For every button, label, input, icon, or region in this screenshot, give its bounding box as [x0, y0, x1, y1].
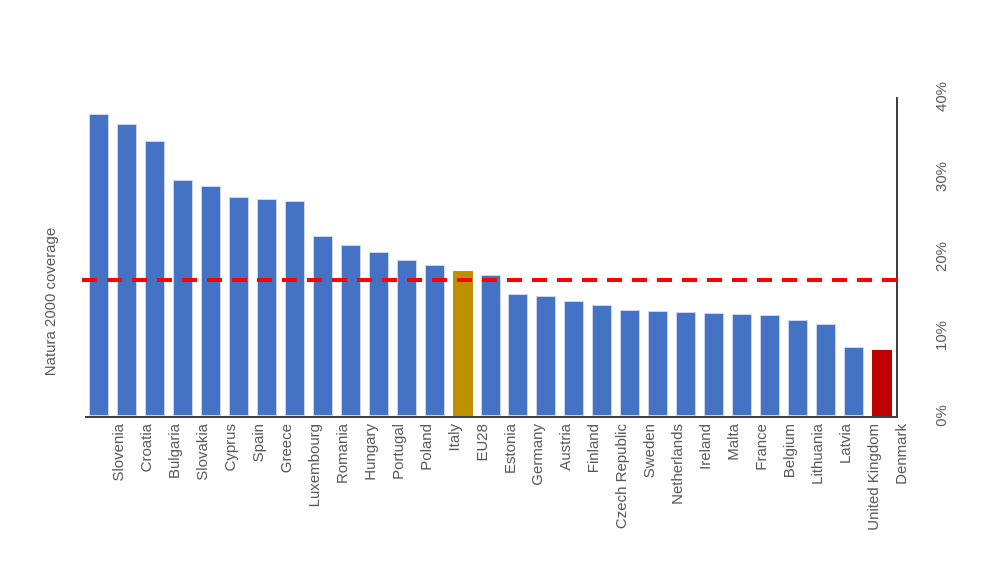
bar-estonia	[480, 275, 501, 416]
category-label-united-kingdom: United Kingdom	[865, 424, 883, 531]
bar-eu28	[452, 271, 473, 416]
bar-cyprus	[200, 186, 221, 416]
category-label-france: France	[753, 424, 771, 471]
category-label-estonia: Estonia	[501, 424, 519, 475]
bar-luxembourg	[284, 201, 305, 416]
category-label-austria: Austria	[557, 424, 575, 471]
bar-greece	[256, 199, 277, 416]
bar-spain	[228, 197, 249, 416]
category-label-slovenia: Slovenia	[109, 424, 127, 482]
category-label-netherlands: Netherlands	[669, 424, 687, 505]
bar-latvia	[816, 324, 837, 416]
bar-hungary	[340, 245, 361, 416]
bar-netherlands	[648, 311, 669, 416]
bar-croatia	[116, 124, 137, 416]
bar-france	[732, 314, 753, 416]
bar-czech-republic	[592, 305, 613, 416]
category-label-denmark: Denmark	[893, 424, 911, 485]
category-label-bulgaria: Bulgaria	[165, 424, 183, 480]
bar-romania	[312, 236, 333, 416]
bar-sweden	[620, 310, 641, 416]
category-label-cyprus: Cyprus	[221, 424, 239, 472]
y-tick-label-30pct: 30%	[933, 161, 950, 192]
bar-malta	[704, 313, 725, 416]
x-axis-line	[85, 416, 897, 418]
category-label-sweden: Sweden	[641, 424, 659, 479]
bar-poland	[396, 260, 417, 416]
category-label-belgium: Belgium	[781, 424, 799, 479]
y-tick-label-0pct: 0%	[933, 405, 950, 427]
y-tick-label-10pct: 10%	[933, 321, 950, 352]
category-label-slovakia: Slovakia	[193, 424, 211, 481]
bar-portugal	[368, 252, 389, 416]
category-label-eu28: EU28	[473, 424, 491, 462]
bar-united-kingdom	[844, 347, 865, 416]
category-label-malta: Malta	[725, 424, 743, 461]
category-label-czech-republic: Czech Republic	[613, 424, 631, 530]
bar-italy	[424, 265, 445, 416]
bar-belgium	[760, 315, 781, 416]
category-label-hungary: Hungary	[361, 424, 379, 481]
category-label-finland: Finland	[585, 424, 603, 474]
category-label-poland: Poland	[417, 424, 435, 471]
category-label-ireland: Ireland	[697, 424, 715, 470]
bar-slovenia	[88, 114, 109, 416]
category-label-germany: Germany	[529, 424, 547, 486]
bar-austria	[536, 296, 557, 416]
y-axis-title: Natura 2000 coverage	[42, 227, 59, 377]
category-label-lithuania: Lithuania	[809, 424, 827, 485]
bar-denmark	[872, 350, 893, 416]
bar-ireland	[676, 312, 697, 416]
target-reference-line	[82, 278, 898, 282]
category-label-spain: Spain	[249, 424, 267, 463]
category-label-luxembourg: Luxembourg	[305, 424, 323, 508]
category-label-latvia: Latvia	[837, 424, 855, 465]
category-label-portugal: Portugal	[389, 424, 407, 480]
category-label-greece: Greece	[277, 424, 295, 474]
category-label-italy: Italy	[445, 424, 463, 452]
bar-lithuania	[788, 320, 809, 416]
y-axis-line	[896, 97, 898, 418]
bar-slovakia	[172, 180, 193, 416]
category-label-romania: Romania	[333, 424, 351, 485]
category-label-croatia: Croatia	[137, 424, 155, 473]
bar-finland	[564, 301, 585, 416]
y-tick-label-20pct: 20%	[933, 241, 950, 272]
y-tick-label-40pct: 40%	[933, 81, 950, 113]
bar-germany	[508, 294, 529, 416]
